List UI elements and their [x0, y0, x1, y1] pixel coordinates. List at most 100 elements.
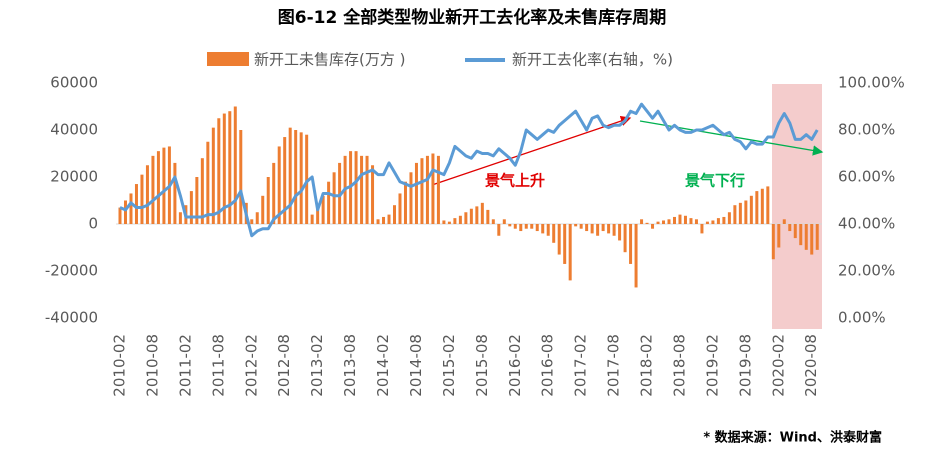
- annotation: 景气上升: [485, 172, 545, 190]
- bar: [316, 205, 320, 224]
- bar: [618, 224, 622, 241]
- x-tick-label: 2011-02: [176, 334, 194, 397]
- bar: [590, 224, 594, 234]
- bar: [519, 224, 523, 232]
- bar: [140, 174, 144, 224]
- bar: [398, 193, 402, 224]
- bar: [563, 224, 567, 264]
- bar: [233, 106, 237, 224]
- bar: [239, 130, 243, 224]
- bar: [310, 214, 314, 224]
- bar: [700, 224, 704, 234]
- bar: [321, 195, 325, 224]
- bar: [442, 220, 446, 224]
- bar: [557, 224, 561, 255]
- bar: [162, 147, 166, 224]
- bar: [651, 224, 655, 229]
- bar: [799, 224, 803, 246]
- x-tick-label: 2013-02: [308, 334, 326, 397]
- bar: [793, 224, 797, 239]
- bar: [447, 221, 451, 224]
- y-tick-label: 20000: [50, 168, 98, 186]
- bar: [458, 215, 462, 224]
- bar: [546, 224, 550, 236]
- up-arrow: [431, 115, 632, 186]
- bar: [629, 224, 633, 264]
- bar: [360, 155, 364, 224]
- bar: [305, 134, 309, 224]
- bar: [250, 219, 254, 224]
- bar: [261, 195, 265, 224]
- bar: [645, 222, 649, 224]
- bar: [145, 165, 149, 224]
- bar: [662, 220, 666, 224]
- bar: [371, 165, 375, 224]
- bar: [541, 224, 545, 234]
- highlight-region: [772, 84, 822, 329]
- bar: [354, 151, 358, 224]
- y-tick-label: 40000: [50, 121, 98, 139]
- bar: [502, 219, 506, 224]
- bar: [327, 181, 331, 224]
- x-tick-label: 2020-02: [769, 334, 787, 397]
- x-tick-label: 2016-08: [539, 334, 557, 397]
- x-tick-label: 2015-02: [440, 334, 458, 397]
- bar: [272, 162, 276, 224]
- bar: [365, 155, 369, 224]
- y2-tick-label: 20.00%: [838, 262, 895, 280]
- bar: [815, 224, 819, 250]
- bar: [228, 111, 232, 224]
- bar: [535, 224, 539, 232]
- bar: [299, 132, 303, 224]
- bar: [705, 221, 709, 224]
- bar: [683, 215, 687, 224]
- legend-label: 新开工去化率(右轴，%): [512, 51, 673, 69]
- bar: [431, 153, 435, 224]
- x-tick-label: 2019-08: [736, 334, 754, 397]
- bar: [755, 191, 759, 224]
- x-tick-label: 2017-02: [572, 334, 590, 397]
- bar: [206, 141, 210, 224]
- bar: [475, 206, 479, 224]
- bar: [436, 155, 440, 224]
- x-tick-label: 2012-08: [275, 334, 293, 397]
- bar: [733, 205, 737, 224]
- bar: [678, 214, 682, 224]
- y-tick-label: -20000: [45, 262, 98, 280]
- annotation: 景气下行: [685, 172, 745, 190]
- x-tick-label: 2011-08: [209, 334, 227, 397]
- bar: [497, 224, 501, 236]
- bar: [453, 218, 457, 224]
- bar: [393, 205, 396, 224]
- y-tick-label: 60000: [50, 74, 98, 92]
- legend-label: 新开工未售库存(万方 ): [254, 51, 405, 69]
- bar: [189, 191, 193, 224]
- bar: [766, 186, 770, 224]
- bar: [744, 200, 748, 224]
- bar: [134, 184, 138, 224]
- bar: [727, 212, 731, 224]
- x-tick-label: 2013-08: [341, 334, 359, 397]
- bar: [612, 224, 616, 236]
- bar: [667, 219, 671, 224]
- bar: [568, 224, 572, 281]
- source: * 数据来源：Wind、洪泰财富: [703, 430, 882, 446]
- bar: [118, 207, 122, 224]
- bar: [777, 224, 781, 248]
- bar: [376, 219, 380, 224]
- bar: [585, 224, 589, 232]
- bar: [211, 127, 215, 224]
- bar: [266, 177, 270, 224]
- bar: [788, 224, 792, 232]
- bar: [288, 127, 292, 224]
- bar: [810, 224, 814, 255]
- x-tick-label: 2018-08: [670, 334, 688, 397]
- bar: [716, 218, 720, 224]
- x-tick-label: 2017-08: [605, 334, 623, 397]
- bar: [277, 146, 281, 224]
- bar: [469, 208, 473, 224]
- bar: [640, 219, 644, 224]
- bar: [414, 162, 418, 224]
- y2-tick-label: 60.00%: [838, 168, 895, 186]
